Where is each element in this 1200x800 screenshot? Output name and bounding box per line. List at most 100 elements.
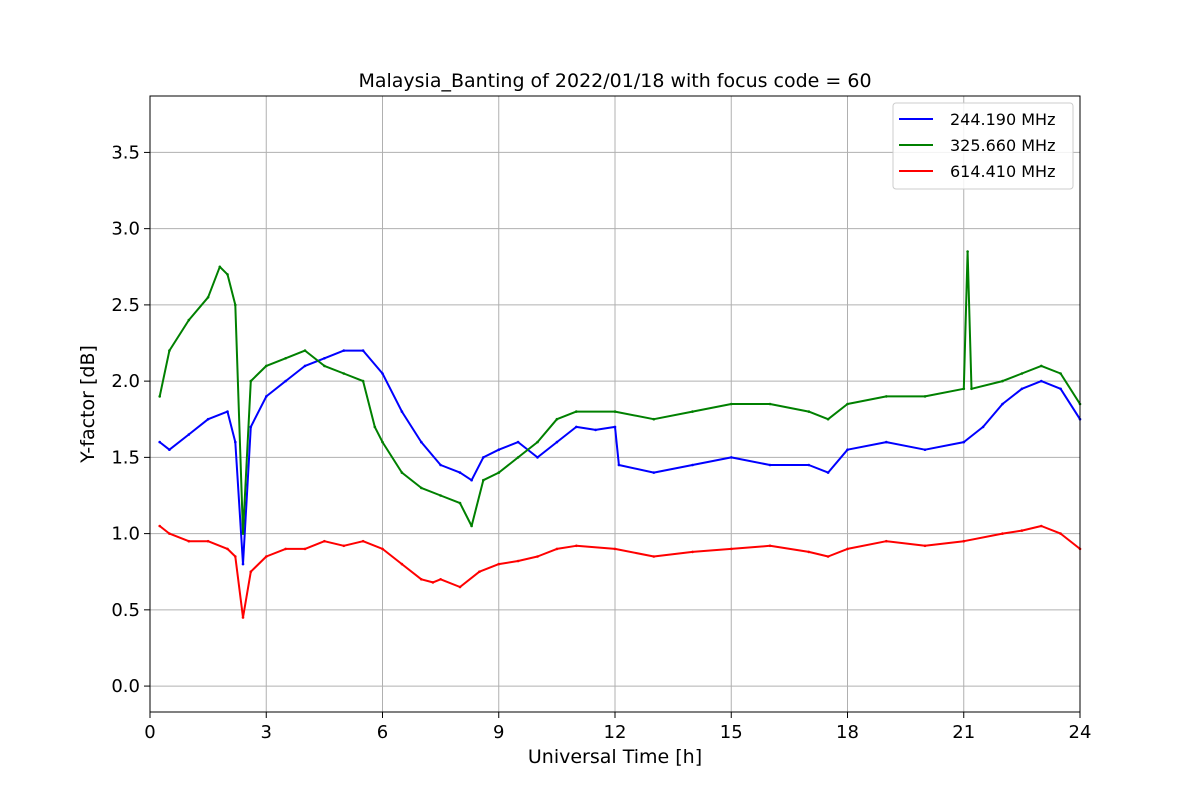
series-point: [234, 440, 237, 444]
series-point: [420, 486, 423, 490]
series-point: [206, 417, 210, 421]
series-point: [478, 570, 481, 573]
series-point: [1020, 387, 1024, 391]
series-point: [1020, 372, 1024, 375]
series-point: [323, 539, 326, 543]
x-axis-label: Universal Time [h]: [528, 746, 702, 768]
x-tick-label: 24: [1069, 722, 1092, 743]
series-point: [439, 578, 442, 581]
series-point: [158, 524, 161, 528]
y-tick-label: 3.0: [111, 219, 140, 240]
series-point: [575, 425, 578, 429]
series-point: [168, 448, 171, 452]
series-point: [691, 550, 694, 554]
legend-label: 244.190 MHz: [950, 110, 1055, 129]
series-point: [265, 555, 268, 558]
series-point: [400, 410, 404, 413]
series-point: [516, 559, 520, 563]
series-point: [730, 456, 733, 459]
series-point: [241, 532, 245, 535]
series-point: [1040, 379, 1043, 383]
series-point: [768, 402, 772, 406]
series-point: [482, 456, 485, 459]
series-point: [1040, 364, 1043, 368]
series-point: [249, 379, 253, 383]
series-point: [691, 410, 694, 413]
series-point: [381, 440, 384, 444]
series-point: [249, 425, 253, 429]
series-point: [730, 547, 733, 551]
series-point: [826, 555, 830, 558]
y-tick-label: 0.0: [111, 676, 140, 697]
series-point: [439, 463, 442, 467]
series-point: [962, 539, 966, 543]
x-tick-label: 18: [836, 722, 859, 743]
series-point: [342, 349, 346, 352]
x-tick-label: 6: [377, 722, 388, 743]
series-point: [470, 524, 473, 528]
series-point: [594, 428, 597, 432]
series-point: [342, 544, 346, 548]
series-point: [516, 440, 520, 444]
series-point: [497, 448, 501, 452]
series-point: [497, 562, 501, 566]
series-point: [187, 318, 191, 322]
series-point: [187, 539, 191, 543]
series-layer: [158, 250, 1082, 619]
series-point: [613, 410, 617, 413]
series-point: [981, 425, 985, 429]
series-point: [846, 402, 849, 406]
series-point: [497, 471, 501, 474]
series-point: [439, 494, 442, 497]
series-point: [470, 478, 473, 482]
series-point: [187, 433, 191, 436]
series-point: [575, 544, 578, 548]
series-point: [555, 547, 559, 551]
series-point: [400, 562, 404, 566]
series-point: [826, 417, 830, 421]
y-tick-label: 0.5: [111, 600, 140, 621]
series-point: [962, 440, 966, 444]
series-point: [617, 463, 621, 467]
series-line-3: [158, 525, 1081, 619]
series-point: [768, 544, 772, 548]
x-tick-label: 12: [604, 722, 627, 743]
x-tick-label: 21: [952, 722, 975, 743]
series-point: [168, 349, 171, 352]
series-point: [284, 547, 287, 551]
series-point: [652, 417, 656, 421]
series-point: [885, 440, 888, 444]
series-point: [303, 364, 307, 368]
series-point: [1001, 532, 1004, 535]
series-point: [303, 349, 307, 352]
legend-label: 614.410 MHz: [950, 162, 1055, 181]
series-point: [458, 501, 462, 505]
series-point: [962, 387, 966, 391]
x-tick-label: 9: [493, 722, 504, 743]
series-point: [885, 539, 888, 543]
series-point: [218, 265, 222, 269]
series-point: [536, 440, 539, 444]
series-point: [1001, 379, 1004, 383]
series-point: [400, 471, 404, 474]
y-tick-label: 2.5: [111, 295, 140, 316]
series-point: [1040, 524, 1043, 528]
series-point: [361, 349, 365, 352]
series-point: [323, 357, 326, 360]
series-point: [226, 547, 229, 551]
y-tick-label: 1.5: [111, 447, 140, 468]
series-point: [923, 448, 927, 452]
series-point: [265, 395, 268, 398]
series-point: [613, 425, 617, 429]
series-point: [158, 395, 161, 398]
series-point: [555, 417, 559, 421]
series-point: [536, 555, 539, 558]
series-point: [458, 585, 462, 589]
series-point: [691, 463, 694, 467]
series-point: [846, 547, 849, 551]
series-point: [807, 463, 811, 467]
legend-label: 325.660 MHz: [950, 136, 1055, 155]
series-point: [420, 578, 423, 581]
series-point: [613, 547, 617, 551]
